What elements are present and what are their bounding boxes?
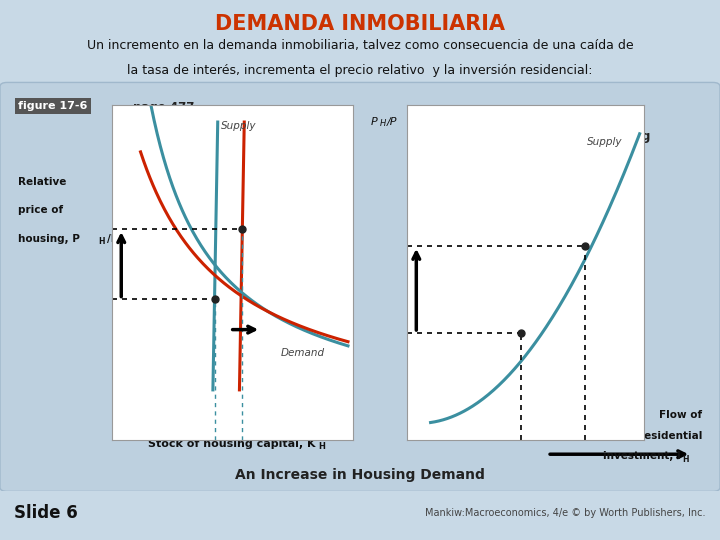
- Text: Demand: Demand: [281, 348, 325, 359]
- Text: investment, I: investment, I: [603, 451, 680, 461]
- Text: /P: /P: [107, 234, 118, 245]
- Text: H: H: [98, 237, 104, 246]
- Text: Slide 6: Slide 6: [14, 504, 78, 522]
- Text: (a) The Market for Housing: (a) The Market for Housing: [122, 130, 302, 143]
- Text: la tasa de interés, incrementa el precio relativo  y la inversión residencial:: la tasa de interés, incrementa el precio…: [127, 64, 593, 77]
- Text: Supply: Supply: [221, 121, 257, 131]
- Text: /P: /P: [387, 117, 397, 127]
- Text: Relative: Relative: [18, 177, 66, 187]
- Text: Flow of: Flow of: [659, 410, 702, 420]
- Text: H: H: [683, 455, 689, 464]
- Text: H: H: [318, 442, 325, 451]
- Text: (b) The Supply of New Housing: (b) The Supply of New Housing: [444, 130, 650, 143]
- Text: residential: residential: [639, 430, 702, 441]
- Text: Mankiw:Macroeconomics, 4/e © by Worth Publishers, Inc.: Mankiw:Macroeconomics, 4/e © by Worth Pu…: [425, 508, 706, 518]
- Text: housing, P: housing, P: [18, 234, 80, 245]
- Text: H: H: [380, 119, 387, 128]
- Text: DEMANDA INMOBILIARIA: DEMANDA INMOBILIARIA: [215, 14, 505, 34]
- Text: figure 17-6: figure 17-6: [18, 101, 87, 111]
- Text: Supply: Supply: [588, 138, 623, 147]
- FancyBboxPatch shape: [0, 83, 720, 491]
- Text: P: P: [371, 117, 377, 127]
- Text: price of: price of: [18, 206, 63, 215]
- Text: Stock of housing capital, K: Stock of housing capital, K: [148, 439, 315, 449]
- Text: page 477: page 477: [133, 101, 194, 114]
- Text: An Increase in Housing Demand: An Increase in Housing Demand: [235, 468, 485, 482]
- Text: Un incremento en la demanda inmobiliaria, talvez como consecuencia de una caída : Un incremento en la demanda inmobiliaria…: [86, 39, 634, 52]
